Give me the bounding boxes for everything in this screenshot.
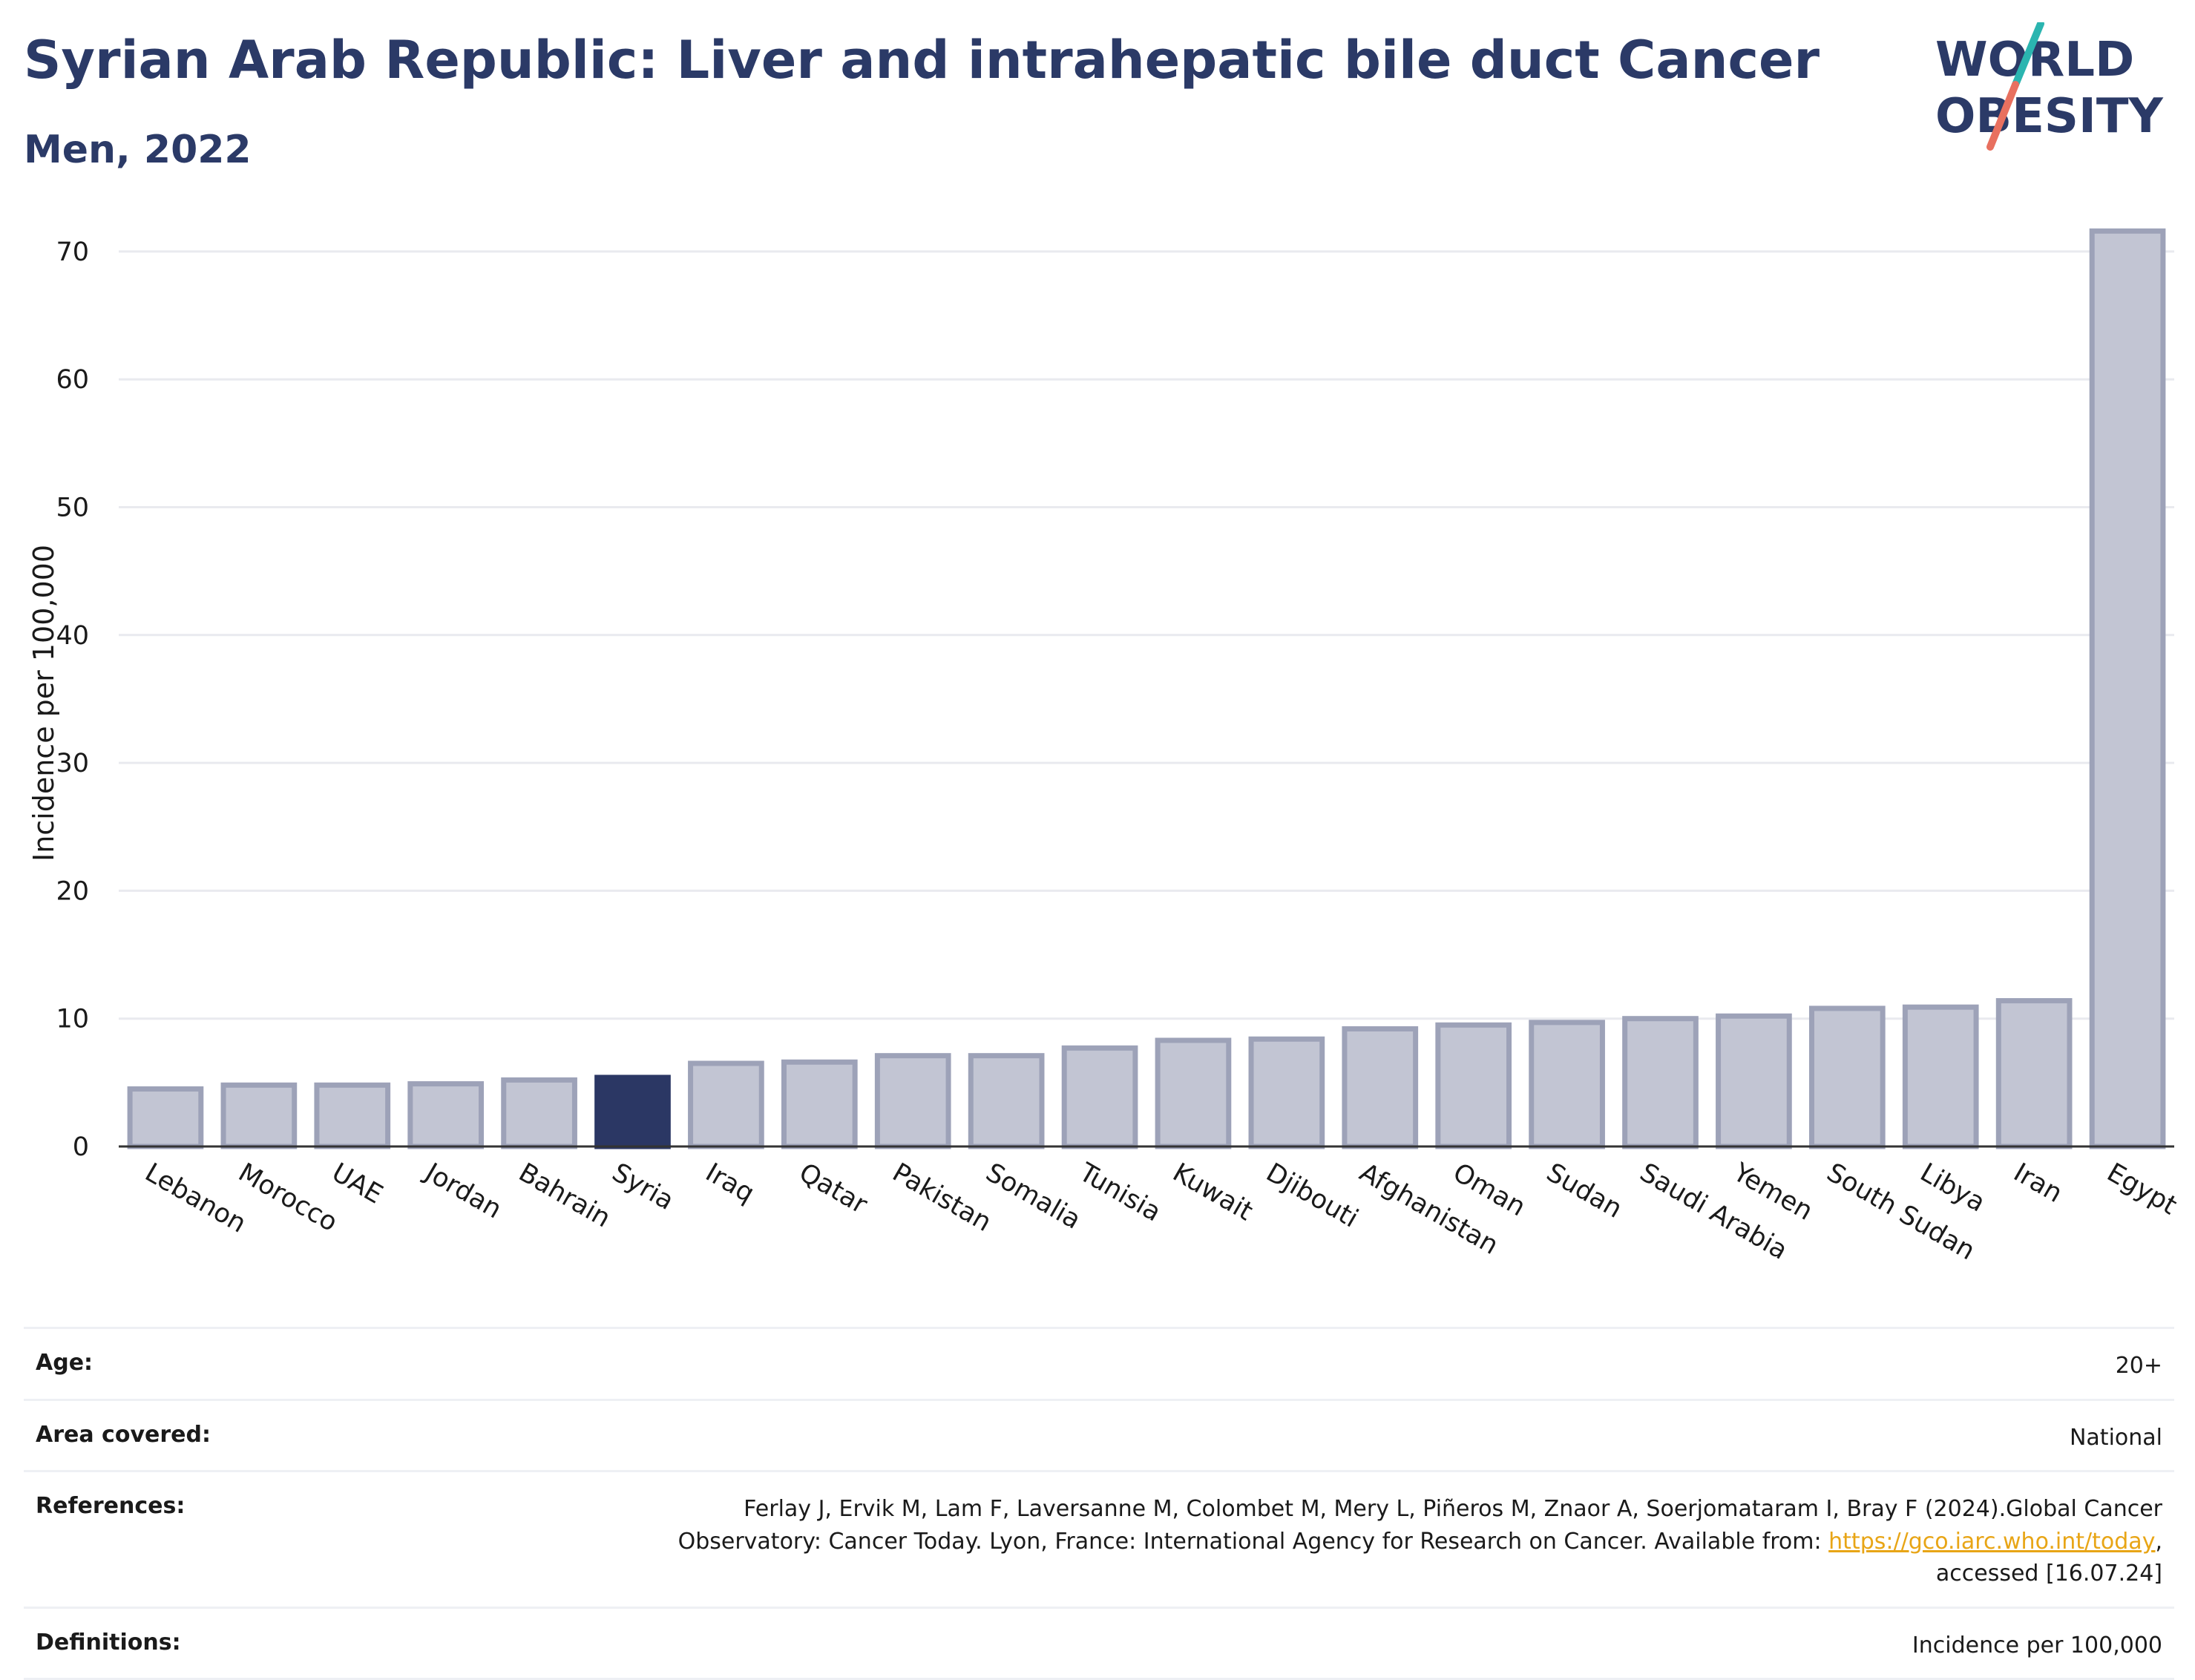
y-tick-label: 40 xyxy=(56,621,89,651)
references-line2-suffix: , xyxy=(2155,1529,2162,1555)
world-obesity-logo: WORLD OBESITY xyxy=(1929,22,2182,171)
x-tick-label: Tunisia xyxy=(1074,1158,1166,1228)
x-tick-label: Qatar xyxy=(794,1158,873,1220)
age-value: 20+ xyxy=(2116,1350,2162,1382)
bar-uae xyxy=(317,1085,388,1146)
x-tick-label: Lebanon xyxy=(140,1158,251,1239)
page-subtitle: Men, 2022 xyxy=(24,128,252,172)
x-tick-label: Iraq xyxy=(701,1158,759,1209)
bar-morocco xyxy=(223,1085,295,1146)
bar-sudan xyxy=(1532,1023,1603,1146)
references-line3: accessed [16.07.24] xyxy=(1936,1561,2162,1587)
x-tick-label: UAE xyxy=(327,1158,387,1210)
bar-oman xyxy=(1438,1025,1509,1146)
y-tick-label: 20 xyxy=(56,876,89,906)
bar-iran xyxy=(1998,1001,2070,1146)
x-tick-label: Egypt xyxy=(2102,1158,2182,1221)
y-tick-label: 60 xyxy=(56,365,89,395)
info-table: Age: 20+ Area covered: National Referenc… xyxy=(24,1327,2174,1680)
x-tick-label: Somalia xyxy=(981,1158,1086,1236)
bar-tunisia xyxy=(1064,1048,1135,1146)
page-title: Syrian Arab Republic: Liver and intrahep… xyxy=(24,30,1820,91)
area-label: Area covered: xyxy=(36,1422,211,1448)
x-tick-label: Kuwait xyxy=(1167,1158,1257,1227)
references-value: Ferlay J, Ervik M, Lam F, Laversanne M, … xyxy=(678,1493,2162,1590)
references-line2-prefix: Observatory: Cancer Today. Lyon, France:… xyxy=(678,1529,1829,1555)
y-tick-label: 10 xyxy=(56,1005,89,1034)
bar-qatar xyxy=(784,1062,855,1146)
references-label: References: xyxy=(36,1493,185,1519)
bar-yemen xyxy=(1719,1016,1790,1146)
bar-kuwait xyxy=(1158,1040,1229,1146)
x-tick-label: Morocco xyxy=(233,1158,342,1238)
bar-pakistan xyxy=(877,1056,948,1146)
references-link[interactable]: https://gco.iarc.who.int/today xyxy=(1828,1529,2155,1555)
x-tick-label: Pakistan xyxy=(887,1158,997,1238)
references-line1: Ferlay J, Ervik M, Lam F, Laversanne M, … xyxy=(744,1496,2162,1522)
bar-syria xyxy=(597,1077,669,1146)
x-tick-label: Jordan xyxy=(419,1157,506,1224)
age-label: Age: xyxy=(36,1350,93,1376)
y-axis-title: Incidence per 100,000 xyxy=(27,545,60,862)
x-tick-label: Syria xyxy=(607,1158,679,1216)
bar-iraq xyxy=(691,1063,762,1146)
bar-afghanistan xyxy=(1345,1028,1416,1146)
info-row-definitions: Definitions: Incidence per 100,000 xyxy=(24,1607,2174,1680)
bar-somalia xyxy=(971,1056,1042,1146)
bar-libya xyxy=(1905,1007,1976,1146)
y-tick-label: 70 xyxy=(56,237,89,267)
definitions-value: Incidence per 100,000 xyxy=(1912,1630,2162,1662)
bar-jordan xyxy=(410,1084,482,1146)
bar-djibouti xyxy=(1251,1039,1322,1146)
info-row-references: References: Ferlay J, Ervik M, Lam F, La… xyxy=(24,1470,2174,1607)
y-tick-label: 0 xyxy=(73,1132,89,1162)
info-row-age: Age: 20+ xyxy=(24,1327,2174,1399)
bar-egypt xyxy=(2092,231,2163,1146)
bar-lebanon xyxy=(130,1089,201,1146)
logo-line2: OBESITY xyxy=(1935,89,2163,144)
bar-saudi-arabia xyxy=(1625,1019,1696,1146)
x-tick-label: Sudan xyxy=(1541,1158,1627,1224)
area-value: National xyxy=(2070,1422,2162,1454)
x-tick-label: Iran xyxy=(2009,1158,2067,1209)
bar-bahrain xyxy=(504,1080,575,1146)
bar-south-sudan xyxy=(1811,1008,1883,1146)
y-tick-label: 50 xyxy=(56,493,89,523)
definitions-label: Definitions: xyxy=(36,1630,181,1656)
x-tick-label: Djibouti xyxy=(1261,1158,1362,1233)
info-row-area: Area covered: National xyxy=(24,1399,2174,1471)
x-tick-label: Bahrain xyxy=(514,1158,615,1233)
y-tick-label: 30 xyxy=(56,749,89,778)
